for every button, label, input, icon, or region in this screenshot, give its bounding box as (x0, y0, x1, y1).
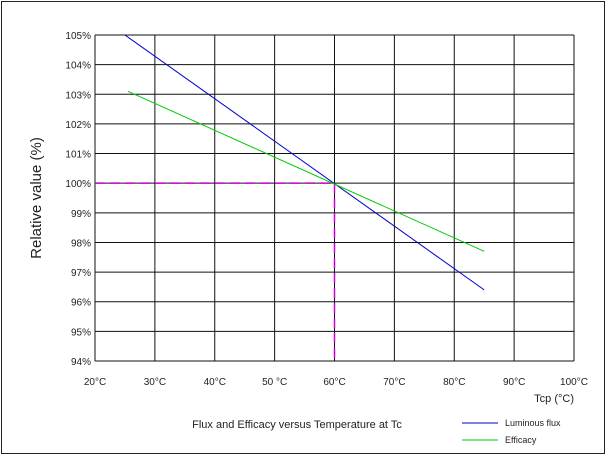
legend-label-efficacy: Efficacy (505, 435, 537, 445)
x-tick-label: 90°C (503, 377, 525, 388)
series-lines (124, 34, 485, 291)
x-axis-label: Tcp (°C) (534, 393, 574, 405)
grid (94, 34, 575, 362)
y-tick-label: 102% (65, 120, 91, 131)
y-tick-labels: 94% 95% 96% 97% 98% 99% 100% 101% 102% 103% 104% 10… (65, 31, 91, 368)
chart-title: Flux and Efficacy versus Temperature at … (192, 419, 402, 431)
x-tick-label: 80°C (443, 377, 465, 388)
y-tick-label: 99% (71, 209, 91, 220)
series-line-efficacy (127, 90, 485, 252)
x-tick-label: 100°C (560, 377, 588, 388)
series-line-luminous-flux (124, 34, 485, 291)
y-tick-label: 95% (71, 327, 91, 338)
legend-label-luminous-flux: Luminous flux (505, 418, 561, 428)
y-tick-label: 103% (65, 90, 91, 101)
x-tick-labels: 20°C 30°C 40°C 50 °C 60°C 70°C 80°C 90°C 100°C (84, 377, 588, 388)
x-tick-label: 20°C (84, 377, 106, 388)
reference-lines (95, 182, 336, 361)
x-tick-label: 40°C (204, 377, 226, 388)
y-tick-label: 96% (71, 298, 91, 309)
y-axis-label: Relative value (%) (28, 137, 45, 259)
y-tick-label: 105% (65, 31, 91, 42)
legend: Luminous flux Efficacy (462, 418, 561, 445)
y-tick-label: 100% (65, 179, 91, 190)
y-tick-label: 98% (71, 238, 91, 249)
y-tick-label: 94% (71, 357, 91, 368)
y-tick-label: 97% (71, 268, 91, 279)
x-tick-label: 50 °C (262, 377, 287, 388)
y-tick-label: 101% (65, 150, 91, 161)
x-tick-label: 60°C (323, 377, 345, 388)
x-tick-label: 30°C (144, 377, 166, 388)
x-tick-label: 70°C (383, 377, 405, 388)
y-tick-label: 104% (65, 61, 91, 72)
